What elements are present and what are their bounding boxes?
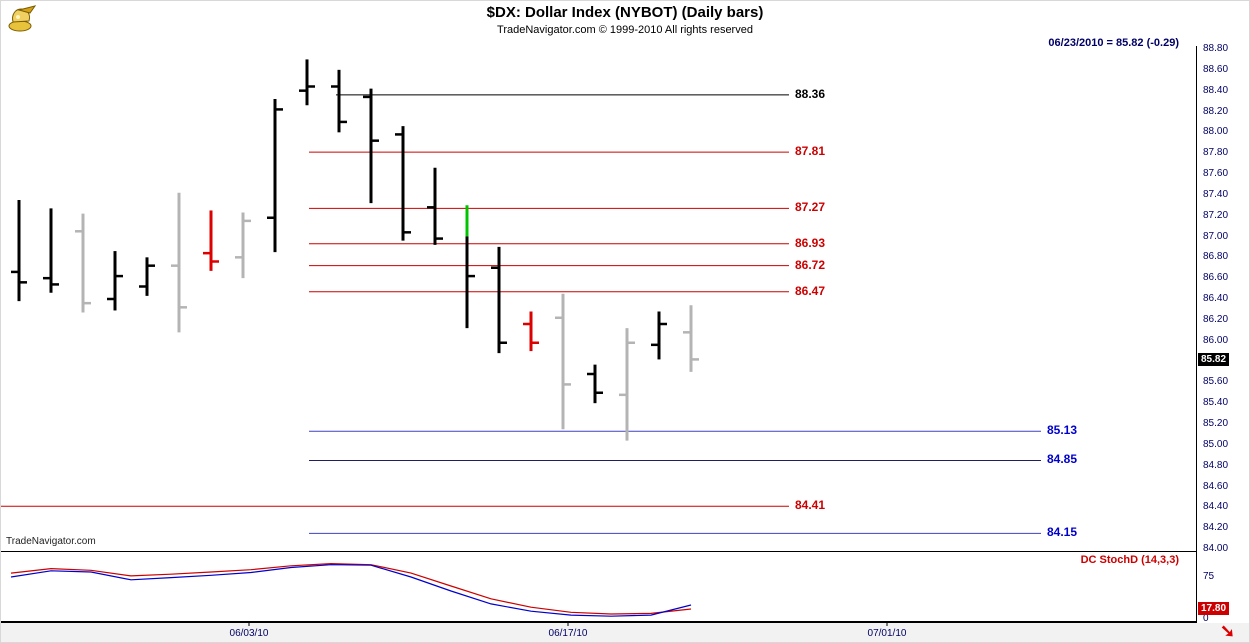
chart-subtitle: TradeNavigator.com © 1999-2010 All right… [497,24,753,36]
scroll-down-right-arrow-icon[interactable]: ➘ [1220,621,1236,641]
chart-bottom-border [1,621,1197,623]
date-axis-strip [1,623,1249,642]
stoch-indicator-label: DC StochD (14,3,3) [1080,554,1179,566]
chart-title: $DX: Dollar Index (NYBOT) (Daily bars) [486,4,764,21]
last-price-badge: 85.82 [1198,353,1230,366]
stoch-line-stochd-blue [10,564,692,617]
last-quote-readout: 06/23/2010 = 85.82 (-0.29) [1048,37,1179,49]
stoch-line-stochd-red [10,562,692,615]
stoch-value-badge: 17.80 [1198,602,1230,615]
watermark-text: TradeNavigator.com [6,536,96,547]
gold-money-logo-icon [7,5,39,33]
